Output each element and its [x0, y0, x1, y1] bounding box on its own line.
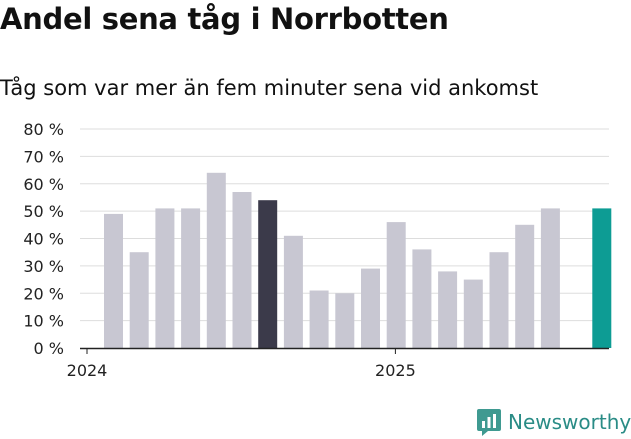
y-tick-label: 50 % — [23, 202, 64, 221]
bar-2024-10 — [335, 293, 355, 349]
bar-2024-07 — [258, 200, 278, 348]
bar-2024-01 — [104, 213, 123, 348]
bar-2024-02 — [129, 252, 149, 348]
y-tick-label: 20 % — [23, 284, 64, 303]
y-axis-labels: 0 % 10 % 20 % 30 % 40 % 50 % 60 % 70 % 80 % — [23, 120, 64, 358]
bar-2024-05 — [206, 172, 226, 348]
brand-name: Newsworthy — [508, 410, 631, 434]
bar-2024-03 — [155, 208, 175, 348]
bar-2025-08 — [592, 208, 612, 348]
bar-2025-03 — [463, 279, 483, 348]
newsworthy-logo-icon — [477, 409, 501, 436]
bar-2025-04 — [489, 252, 509, 348]
bar-2024-04 — [181, 208, 201, 348]
bar-2025-05 — [515, 224, 535, 348]
bar-2024-06 — [232, 192, 252, 348]
chart-subtitle: Tåg som var mer än fem minuter sena vid … — [0, 76, 539, 100]
bar-2024-11 — [361, 268, 380, 348]
y-tick-label: 70 % — [23, 147, 64, 166]
x-tick-label: 2024 — [67, 361, 108, 380]
y-tick-label: 60 % — [23, 175, 64, 194]
bar-2024-09 — [309, 290, 329, 348]
bar-2024-08 — [283, 235, 303, 348]
bars — [104, 172, 612, 349]
y-tick-label: 80 % — [23, 120, 64, 139]
newsworthy-brand[interactable]: Newsworthy — [476, 405, 631, 439]
x-axis: 2024 2025 — [67, 347, 609, 380]
y-tick-label: 40 % — [23, 230, 64, 249]
bar-2025-06 — [540, 208, 560, 348]
bar-chart: 0 % 10 % 20 % 30 % 40 % 50 % 60 % 70 % 80 % 2024… — [23, 120, 612, 380]
y-tick-label: 30 % — [23, 257, 64, 276]
bar-2024-12 — [386, 222, 406, 348]
bar-2025-01 — [412, 249, 432, 348]
y-tick-label: 0 % — [34, 339, 64, 358]
x-tick-label: 2025 — [375, 361, 416, 380]
bar-2025-02 — [438, 271, 458, 348]
y-tick-label: 10 % — [23, 312, 64, 331]
chart-title: Andel sena tåg i Norrbotten — [0, 2, 449, 36]
